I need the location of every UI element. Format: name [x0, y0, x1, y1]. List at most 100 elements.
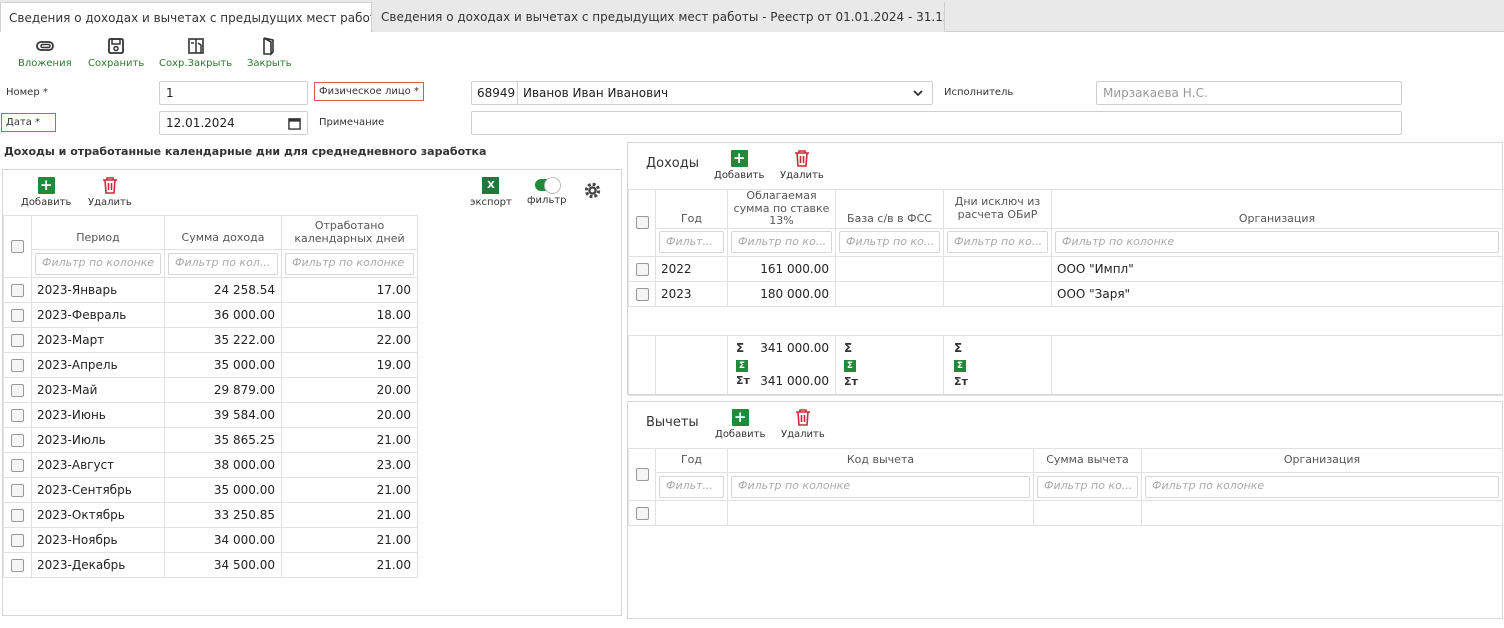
sum-filter-icon[interactable]: Σ — [954, 359, 966, 372]
select-all-checkbox[interactable] — [11, 239, 24, 253]
filter-input[interactable]: Фильтр по ко... — [839, 231, 940, 254]
income-add-button[interactable]: + Добавить — [714, 149, 765, 181]
table-row[interactable]: 2023-Март 35 222.00 22.00 — [3, 327, 418, 353]
tab-registry[interactable]: Сведения о доходах и вычетах с предыдущи… — [373, 2, 945, 32]
note-input[interactable] — [471, 111, 1402, 135]
column-header-organization[interactable]: Организация — [1141, 448, 1503, 473]
row-checkbox[interactable] — [11, 509, 24, 522]
earnings-add-button[interactable]: + Добавить — [21, 176, 72, 208]
attachments-button[interactable]: Вложения — [18, 36, 72, 69]
filter-input[interactable]: Фильтр по колонке — [1145, 475, 1499, 498]
table-row[interactable]: 2023-Январь 24 258.54 17.00 — [3, 277, 418, 303]
save-button[interactable]: Сохранить — [88, 36, 144, 69]
export-button[interactable]: X экспорт — [470, 177, 512, 208]
filter-input[interactable]: Фильтр по кол... — [168, 252, 278, 275]
cell-days: 19.00 — [281, 352, 418, 378]
row-checkbox[interactable] — [11, 309, 24, 322]
date-input[interactable]: 12.01.2024 — [159, 111, 308, 135]
cell-period: 2023-Ноябрь — [31, 527, 165, 553]
filter-input[interactable]: Фильтр по ко... — [731, 231, 832, 254]
table-row[interactable]: 2023-Октябрь 33 250.85 21.00 — [3, 502, 418, 528]
filter-input[interactable]: Фильтр по колонке — [1055, 231, 1499, 254]
table-row[interactable]: 2023 180 000.00 ООО "Заря" — [628, 280, 1503, 307]
row-checkbox[interactable] — [11, 409, 24, 422]
executor-input[interactable]: Мирзакаева Н.С. — [1096, 81, 1402, 105]
table-row[interactable]: 2023-Апрель 35 000.00 19.00 — [3, 352, 418, 378]
column-header-year[interactable]: Год — [655, 189, 728, 229]
filter-toggle[interactable]: фильтр — [527, 177, 567, 206]
cell-income: 35 222.00 — [164, 327, 282, 353]
table-row[interactable]: 2022 161 000.00 ООО "Импл" — [628, 255, 1503, 282]
table-row[interactable]: 2023-Ноябрь 34 000.00 21.00 — [3, 527, 418, 553]
table-row[interactable]: 2023-Июнь 39 584.00 20.00 — [3, 402, 418, 428]
column-header-fss-base[interactable]: База с/в в ФСС — [835, 189, 944, 229]
row-checkbox[interactable] — [635, 507, 649, 520]
tab-document[interactable]: Сведения о доходах и вычетах с предыдущи… — [0, 2, 372, 32]
row-checkbox[interactable] — [11, 384, 24, 397]
filter-input[interactable]: Фильт... — [659, 231, 724, 254]
select-all-cell[interactable] — [628, 448, 656, 501]
table-row[interactable]: 2023-Сентябрь 35 000.00 21.00 — [3, 477, 418, 503]
earnings-section-title: Доходы и отработанные календарные дни дл… — [4, 145, 487, 158]
close-button[interactable]: Закрыть — [247, 36, 292, 69]
totals-row: Σ 341 000.00 Σ Σт 341 000.00 Σ Σ Σт Σ Σ Σт — [628, 334, 1503, 396]
column-header-amount[interactable]: Сумма вычета — [1033, 448, 1142, 473]
select-all-cell[interactable] — [3, 215, 32, 278]
table-row[interactable]: 2023-Июль 35 865.25 21.00 — [3, 427, 418, 453]
filter-input[interactable]: Фильтр по колонке — [731, 475, 1030, 498]
column-header-taxable[interactable]: Облагаемая сумма по ставке 13% — [727, 189, 836, 229]
row-checkbox[interactable] — [11, 559, 24, 572]
person-select[interactable]: 68949 Иванов Иван Иванович — [471, 81, 933, 105]
cell-period: 2023-Март — [31, 327, 165, 353]
table-row[interactable]: 2023-Декабрь 34 500.00 21.00 — [3, 552, 418, 578]
cell-period: 2023-Октябрь — [31, 502, 165, 528]
table-row[interactable]: 2023-Февраль 36 000.00 18.00 — [3, 302, 418, 328]
deductions-add-button[interactable]: + Добавить — [715, 408, 766, 440]
cell-fss-base — [835, 280, 944, 307]
table-row[interactable] — [628, 500, 1503, 526]
number-input[interactable]: 1 — [159, 81, 308, 105]
sum-t-icon: Σт — [736, 373, 750, 387]
sum-t-icon: Σт — [954, 374, 968, 388]
column-header-days[interactable]: Отработано календарных дней — [281, 215, 418, 250]
filter-input[interactable]: Фильтр по колонке — [35, 252, 161, 275]
select-all-checkbox[interactable] — [635, 216, 649, 230]
gear-icon[interactable] — [583, 181, 602, 200]
sum-filter-icon[interactable]: Σ — [844, 359, 856, 372]
select-all-checkbox[interactable] — [635, 467, 649, 481]
row-checkbox[interactable] — [11, 484, 24, 497]
column-header-code[interactable]: Код вычета — [727, 448, 1034, 473]
filter-input[interactable]: Фильтр по ко... — [1037, 475, 1138, 498]
row-checkbox[interactable] — [11, 359, 24, 372]
sum-filter-icon[interactable]: Σ — [736, 359, 748, 372]
row-checkbox[interactable] — [11, 334, 24, 347]
filter-input[interactable]: Фильтр по ко... — [947, 231, 1048, 254]
income-table: Год Облагаемая сумма по ставке 13% База … — [628, 189, 1503, 396]
filter-input[interactable]: Фильтр по колонке — [285, 252, 414, 275]
save-close-button[interactable]: Сохр.Закрыть — [159, 36, 232, 69]
column-header-excluded-days[interactable]: Дни исключ из расчета ОБиР — [943, 189, 1052, 229]
column-header-income[interactable]: Сумма дохода — [164, 215, 282, 250]
column-header-period[interactable]: Период — [31, 215, 165, 250]
filter-input[interactable]: Фильт... — [659, 475, 724, 498]
select-all-cell[interactable] — [628, 189, 656, 257]
column-header-year[interactable]: Год — [655, 448, 728, 473]
cell-days: 21.00 — [281, 552, 418, 578]
row-checkbox[interactable] — [635, 287, 649, 301]
cell-days: 21.00 — [281, 502, 418, 528]
deductions-delete-button[interactable]: Удалить — [781, 409, 825, 440]
row-checkbox[interactable] — [11, 459, 24, 472]
income-delete-button[interactable]: Удалить — [780, 150, 824, 181]
row-checkbox[interactable] — [635, 262, 649, 276]
row-checkbox[interactable] — [11, 534, 24, 547]
table-row[interactable]: 2023-Август 38 000.00 23.00 — [3, 452, 418, 478]
row-checkbox[interactable] — [11, 284, 24, 297]
cell-period: 2023-Апрель — [31, 352, 165, 378]
table-row[interactable]: 2023-Май 29 879.00 20.00 — [3, 377, 418, 403]
earnings-delete-button[interactable]: Удалить — [88, 177, 132, 208]
cell-organization: ООО "Заря" — [1051, 280, 1503, 307]
row-checkbox[interactable] — [11, 434, 24, 447]
calendar-icon[interactable] — [288, 117, 301, 130]
column-header-organization[interactable]: Организация — [1051, 189, 1503, 229]
chevron-down-icon[interactable] — [912, 87, 924, 99]
